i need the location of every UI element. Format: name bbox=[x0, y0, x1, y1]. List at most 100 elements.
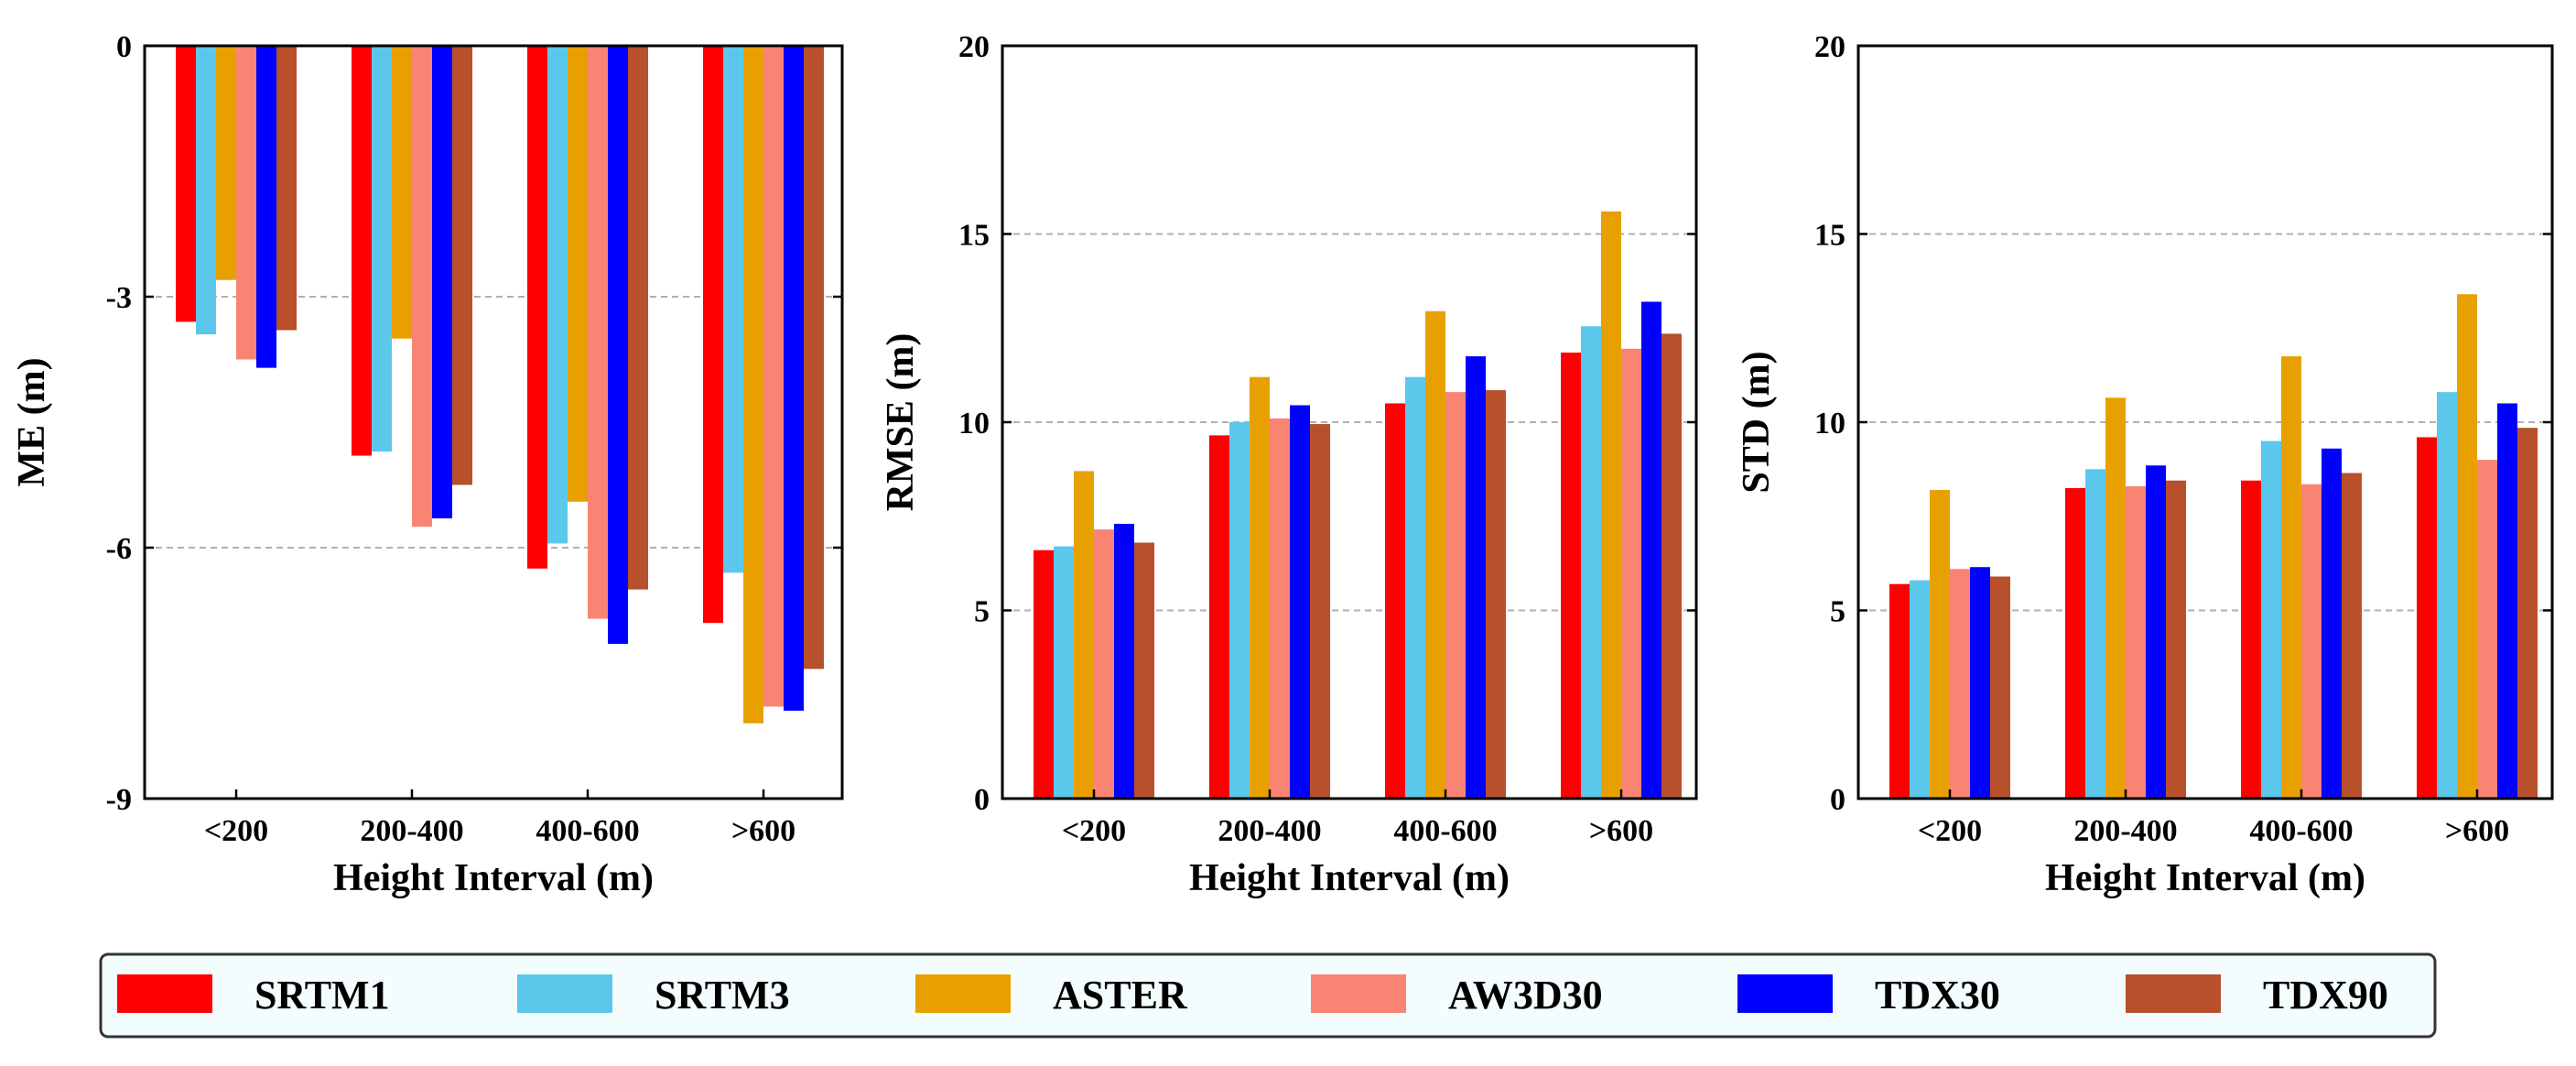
rmse-bar-tdx90-0 bbox=[1134, 542, 1154, 799]
me-bar-tdx90-3 bbox=[804, 46, 824, 669]
me-bar-srtm1-3 bbox=[703, 46, 723, 624]
me-bar-tdx90-1 bbox=[452, 46, 472, 485]
std-bar-aw3d30-0 bbox=[1950, 569, 1970, 799]
std-bar-srtm3-0 bbox=[1910, 580, 1930, 799]
rmse-bar-srtm3-1 bbox=[1229, 422, 1250, 799]
std-bar-tdx30-3 bbox=[2497, 403, 2517, 799]
legend-label-aster: ASTER bbox=[1053, 973, 1188, 1017]
legend-swatch-aw3d30 bbox=[1311, 974, 1406, 1013]
rmse-bar-tdx30-0 bbox=[1114, 523, 1134, 799]
me-x-axis-title: Height Interval (m) bbox=[333, 857, 654, 899]
rmse-bar-srtm1-2 bbox=[1385, 403, 1405, 799]
me-bar-aster-2 bbox=[568, 46, 588, 502]
me-plot-frame bbox=[143, 44, 844, 800]
me-bar-aw3d30-0 bbox=[236, 46, 256, 360]
rmse-bar-aster-1 bbox=[1250, 376, 1270, 799]
me-bar-aster-3 bbox=[743, 46, 763, 723]
rmse-bar-aw3d30-0 bbox=[1094, 529, 1114, 799]
me-x-tick-label: <200 bbox=[204, 814, 268, 848]
std-y-axis-title: STD (m) bbox=[1736, 351, 1778, 493]
std-x-tick-label: <200 bbox=[1918, 814, 1982, 848]
me-bar-tdx30-2 bbox=[608, 46, 628, 645]
std-bar-tdx30-1 bbox=[2146, 465, 2166, 799]
legend-label-srtm3: SRTM3 bbox=[655, 973, 790, 1017]
rmse-bar-aw3d30-3 bbox=[1621, 348, 1641, 799]
rmse-bar-tdx30-2 bbox=[1466, 356, 1486, 799]
rmse-bar-aster-3 bbox=[1601, 211, 1621, 800]
rmse-bar-aw3d30-2 bbox=[1445, 392, 1466, 799]
me-bar-tdx30-3 bbox=[784, 46, 804, 712]
me-bar-aster-0 bbox=[216, 46, 236, 280]
std-bar-srtm3-1 bbox=[2085, 469, 2105, 799]
std-bar-aw3d30-3 bbox=[2477, 460, 2497, 799]
rmse-panel: <200 200-400 400-600 >600 0 5 10 15 20 Height Int… bbox=[880, 30, 1698, 899]
me-bar-aw3d30-3 bbox=[763, 46, 784, 707]
legend-label-tdx30: TDX30 bbox=[1875, 973, 2000, 1017]
me-x-tick-label: 200-400 bbox=[360, 814, 463, 848]
rmse-plot-frame bbox=[1001, 44, 1698, 800]
rmse-bar-tdx90-3 bbox=[1661, 333, 1682, 799]
me-y-tick-label: -6 bbox=[106, 532, 132, 566]
me-bar-tdx30-1 bbox=[432, 46, 452, 519]
rmse-x-tick-label: <200 bbox=[1062, 814, 1126, 848]
legend-swatch-srtm1 bbox=[117, 974, 212, 1013]
std-bar-tdx90-2 bbox=[2342, 473, 2362, 799]
rmse-bar-srtm1-3 bbox=[1561, 352, 1581, 799]
std-bar-srtm3-3 bbox=[2437, 392, 2457, 799]
std-bar-aster-1 bbox=[2105, 397, 2126, 799]
std-y-tick-label: 20 bbox=[1814, 30, 1845, 64]
std-bar-srtm1-1 bbox=[2065, 487, 2085, 799]
me-y-tick-label: -3 bbox=[106, 281, 132, 315]
std-y-tick-label: 0 bbox=[1830, 783, 1845, 817]
std-y-tick-label: 10 bbox=[1814, 407, 1845, 441]
std-bar-tdx30-0 bbox=[1970, 567, 1990, 799]
me-bar-srtm3-1 bbox=[372, 46, 392, 451]
std-bar-tdx90-0 bbox=[1990, 576, 2010, 799]
rmse-y-tick-label: 20 bbox=[958, 30, 990, 64]
rmse-bar-tdx90-2 bbox=[1486, 390, 1506, 799]
legend-swatch-aster bbox=[915, 974, 1011, 1013]
rmse-y-axis-title: RMSE (m) bbox=[880, 333, 922, 512]
rmse-bar-tdx90-1 bbox=[1310, 424, 1330, 799]
std-bar-tdx30-2 bbox=[2322, 448, 2342, 799]
std-bar-srtm1-3 bbox=[2417, 437, 2437, 799]
rmse-bar-srtm1-1 bbox=[1209, 435, 1229, 799]
rmse-bar-srtm3-0 bbox=[1054, 546, 1074, 799]
me-bar-srtm1-2 bbox=[527, 46, 547, 569]
rmse-y-tick-label: 5 bbox=[974, 595, 990, 629]
rmse-bar-srtm3-3 bbox=[1581, 326, 1601, 799]
rmse-y-tick-label: 15 bbox=[958, 219, 990, 253]
rmse-bar-aster-2 bbox=[1425, 310, 1445, 799]
rmse-x-axis-title: Height Interval (m) bbox=[1189, 857, 1510, 899]
rmse-y-tick-label: 10 bbox=[958, 407, 990, 441]
me-y-axis-title: ME (m) bbox=[11, 357, 53, 486]
std-panel: <200 200-400 400-600 >600 0 5 10 15 20 Height Int… bbox=[1736, 30, 2554, 899]
legend-label-srtm1: SRTM1 bbox=[254, 973, 390, 1017]
me-y-tick-label: 0 bbox=[116, 30, 132, 64]
me-bar-srtm1-1 bbox=[352, 46, 372, 456]
me-bar-aster-1 bbox=[392, 46, 412, 339]
rmse-bar-tdx30-3 bbox=[1641, 301, 1661, 800]
rmse-y-tick-label: 0 bbox=[974, 783, 990, 817]
legend-label-tdx90: TDX90 bbox=[2263, 973, 2388, 1017]
legend-swatch-tdx30 bbox=[1737, 974, 1833, 1013]
me-x-tick-label: 400-600 bbox=[536, 814, 639, 848]
std-bar-aster-3 bbox=[2457, 294, 2477, 799]
std-bar-srtm1-0 bbox=[1889, 583, 1910, 799]
std-bar-tdx90-1 bbox=[2166, 480, 2186, 799]
me-y-tick-label: -9 bbox=[106, 783, 132, 817]
std-bar-tdx90-3 bbox=[2517, 428, 2538, 799]
rmse-bar-srtm3-2 bbox=[1405, 376, 1425, 799]
legend-swatch-tdx90 bbox=[2126, 974, 2221, 1013]
rmse-bar-aster-0 bbox=[1074, 471, 1094, 799]
legend-box bbox=[99, 952, 2437, 1039]
me-bar-srtm3-3 bbox=[723, 46, 743, 573]
legend-label-aw3d30: AW3D30 bbox=[1448, 973, 1603, 1017]
std-bar-srtm1-2 bbox=[2241, 480, 2261, 799]
me-bar-srtm3-2 bbox=[547, 46, 568, 544]
me-bar-aw3d30-1 bbox=[412, 46, 432, 528]
me-bar-tdx90-0 bbox=[276, 46, 297, 331]
std-x-tick-label: 400-600 bbox=[2249, 814, 2353, 848]
std-y-tick-label: 15 bbox=[1814, 219, 1845, 253]
